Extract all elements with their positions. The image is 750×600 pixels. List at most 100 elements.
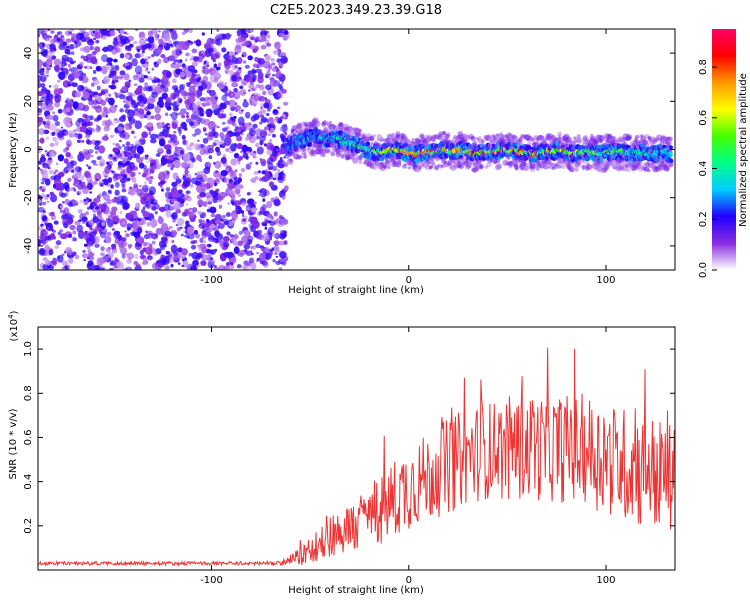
noise-speck <box>202 137 209 144</box>
noise-speck <box>145 38 149 42</box>
noise-speck <box>282 160 286 165</box>
noise-speck <box>257 111 262 116</box>
track-halo <box>527 141 532 147</box>
noise-speck <box>74 254 80 260</box>
noise-speck <box>131 93 134 97</box>
noise-speck <box>185 203 189 206</box>
noise-speck <box>48 169 54 175</box>
noise-speck <box>126 252 135 260</box>
noise-speck <box>52 114 59 122</box>
noise-speck <box>133 136 137 139</box>
noise-speck <box>52 136 58 142</box>
noise-speck <box>88 115 94 121</box>
noise-speck <box>115 238 119 243</box>
noise-speck <box>151 84 157 89</box>
noise-speck <box>142 261 146 265</box>
noise-speck <box>277 177 284 184</box>
noise-speck <box>79 231 84 235</box>
noise-speck <box>81 139 85 143</box>
noise-speck <box>57 231 62 236</box>
noise-speck <box>79 199 84 204</box>
noise-speck <box>155 227 163 235</box>
noise-speck <box>264 226 268 230</box>
noise-speck <box>161 128 169 137</box>
noise-speck <box>46 74 49 77</box>
noise-speck <box>148 257 152 261</box>
noise-speck <box>231 82 239 88</box>
noise-speck <box>247 235 254 242</box>
track-halo <box>430 165 434 169</box>
noise-speck <box>38 108 42 113</box>
noise-speck <box>77 84 85 92</box>
track-halo <box>506 155 511 160</box>
track-halo <box>470 136 477 142</box>
noise-speck <box>274 41 281 50</box>
noise-speck <box>266 157 274 164</box>
track-halo <box>370 142 374 145</box>
noise-speck <box>87 260 94 267</box>
track-halo <box>557 134 562 138</box>
noise-speck <box>125 212 132 220</box>
noise-speck <box>181 114 186 119</box>
noise-speck <box>282 195 286 200</box>
noise-speck <box>269 127 275 133</box>
noise-speck <box>49 64 53 68</box>
noise-speck <box>270 120 275 125</box>
noise-speck <box>170 244 178 253</box>
noise-speck <box>90 56 97 63</box>
noise-speck <box>252 123 258 129</box>
noise-speck <box>55 162 59 165</box>
noise-speck <box>278 147 287 155</box>
noise-speck <box>147 102 155 110</box>
noise-speck <box>272 133 276 138</box>
noise-speck <box>85 65 91 70</box>
noise-speck <box>271 62 276 66</box>
noise-speck <box>279 156 283 160</box>
noise-speck <box>165 187 171 192</box>
noise-speck <box>237 177 243 183</box>
noise-speck <box>76 224 84 233</box>
noise-speck <box>107 246 112 250</box>
noise-speck <box>121 182 126 187</box>
noise-speck <box>158 30 161 33</box>
noise-speck <box>193 229 199 235</box>
noise-speck <box>201 102 207 107</box>
noise-speck <box>89 45 94 51</box>
noise-speck <box>281 81 284 84</box>
noise-speck <box>271 67 277 72</box>
noise-speck <box>147 71 151 74</box>
noise-speck <box>167 192 173 198</box>
noise-speck <box>40 181 45 185</box>
noise-speck <box>89 66 93 70</box>
noise-speck <box>113 178 117 182</box>
noise-speck <box>247 55 253 61</box>
noise-speck <box>173 202 181 211</box>
noise-speck <box>170 263 174 268</box>
noise-speck <box>44 260 52 266</box>
noise-speck <box>191 48 198 54</box>
noise-speck <box>275 70 282 78</box>
noise-speck <box>130 171 136 177</box>
noise-speck <box>266 112 270 117</box>
noise-speck <box>234 208 238 212</box>
noise-speck <box>230 116 234 120</box>
noise-speck <box>196 244 201 248</box>
noise-speck <box>129 188 136 196</box>
noise-speck <box>203 145 208 150</box>
noise-speck <box>254 39 258 43</box>
noise-speck <box>68 130 76 138</box>
noise-speck <box>117 126 124 132</box>
noise-speck <box>256 229 263 235</box>
noise-speck <box>156 78 161 83</box>
noise-speck <box>154 113 162 121</box>
noise-speck <box>234 44 242 54</box>
noise-speck <box>147 35 155 44</box>
noise-speck <box>54 121 61 127</box>
noise-speck <box>108 97 115 106</box>
noise-speck <box>125 141 131 147</box>
noise-speck <box>94 32 101 39</box>
noise-speck <box>67 80 74 87</box>
noise-speck <box>256 251 260 255</box>
noise-speck <box>38 33 41 38</box>
noise-speck <box>50 49 53 53</box>
